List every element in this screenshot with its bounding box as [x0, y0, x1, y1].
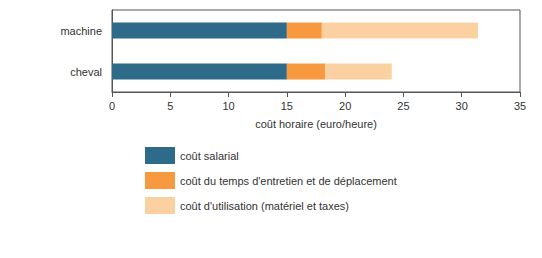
svg-text:coût salarial: coût salarial [180, 150, 239, 162]
svg-text:machine: machine [60, 25, 102, 37]
svg-text:25: 25 [397, 100, 409, 112]
svg-text:35: 35 [514, 100, 526, 112]
svg-text:5: 5 [167, 100, 173, 112]
svg-text:0: 0 [109, 100, 115, 112]
svg-text:coût horaire (euro/heure): coût horaire (euro/heure) [255, 118, 377, 130]
svg-text:30: 30 [456, 100, 468, 112]
svg-text:cheval: cheval [70, 66, 102, 78]
svg-text:coût d'utilisation (matériel e: coût d'utilisation (matériel et taxes) [180, 200, 349, 212]
svg-text:15: 15 [281, 100, 293, 112]
svg-text:coût du temps d'entretien et d: coût du temps d'entretien et de déplacem… [180, 175, 397, 187]
svg-text:10: 10 [222, 100, 234, 112]
svg-text:20: 20 [339, 100, 351, 112]
